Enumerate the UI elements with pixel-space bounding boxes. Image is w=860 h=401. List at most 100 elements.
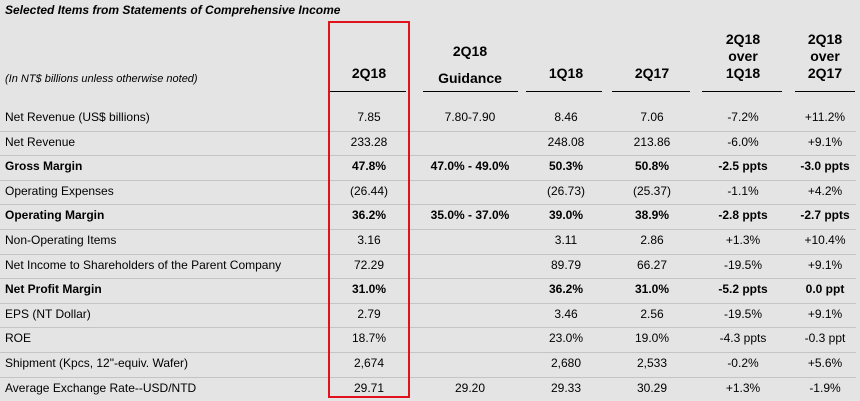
column-underline-4: [612, 91, 690, 92]
table-cell: +9.1%: [807, 134, 843, 149]
table-cell: -1.1%: [727, 183, 759, 198]
table-cell: -6.0%: [727, 134, 759, 149]
table-cell: -5.2 ppts: [718, 282, 768, 297]
table-cell: -2.5 ppts: [718, 159, 768, 174]
table-cell: 29.71: [353, 380, 385, 395]
table-row: Non-Operating Items 3.16 3.11 2.86 +1.3% +10.…: [0, 228, 860, 252]
table-cell: 18.7%: [351, 331, 387, 346]
table-row: Shipment (Kpcs, 12"-equiv. Wafer) 2,674 2,…: [0, 351, 860, 375]
table-cell: -7.2%: [727, 110, 759, 124]
table-cell: 213.86: [633, 134, 671, 149]
table-cell: 36.2%: [351, 208, 387, 223]
table-cell: 7.85: [357, 110, 381, 124]
table-cell: 47.8%: [351, 159, 387, 174]
table-cell: 30.29: [636, 380, 668, 395]
table-cell: -19.5%: [723, 257, 763, 272]
column-header-line: 2Q18: [725, 31, 761, 47]
column-header-4: 2Q17: [592, 65, 712, 82]
row-divider: [0, 130, 856, 132]
column-header-6: 2Q18 over 2Q17: [765, 31, 860, 82]
table-cell: -0.2%: [727, 356, 759, 370]
table-cell: 38.9%: [634, 208, 670, 223]
report-title: Selected Items from Statements of Compre…: [5, 3, 341, 17]
table-cell: 8.46: [554, 110, 578, 124]
table-cell: 31.0%: [634, 282, 670, 297]
table-row: ROE 18.7% 23.0% 19.0% -4.3 ppts -0.3 ppt: [0, 326, 860, 350]
table-row: Net Profit Margin 31.0% 36.2% 31.0% -5.2 ppt…: [0, 277, 860, 301]
table-cell: 39.0%: [548, 208, 584, 223]
row-label: Net Revenue (US$ billions): [5, 110, 150, 124]
row-label: Net Profit Margin: [5, 282, 102, 297]
table-cell: +10.4%: [804, 233, 846, 247]
column-header-line: 2Q18: [807, 31, 843, 47]
row-label: EPS (NT Dollar): [5, 306, 91, 321]
row-label: Net Revenue: [5, 134, 76, 149]
table-cell: +5.6%: [807, 356, 843, 370]
table-row: Average Exchange Rate--USD/NTD 29.71 29.20…: [0, 376, 860, 400]
table-cell: -0.3 ppt: [804, 331, 846, 346]
column-header-line: 2Q17: [807, 65, 843, 81]
table-cell: 2.86: [640, 233, 664, 247]
row-divider: [0, 302, 856, 304]
row-divider: [0, 179, 856, 181]
table-cell: 50.3%: [548, 159, 584, 174]
table-cell: 7.06: [640, 110, 664, 124]
table-cell: 29.33: [550, 380, 582, 395]
table-cell: 2.56: [640, 306, 664, 321]
table-cell: (26.44): [349, 183, 389, 198]
units-note: (In NT$ billions unless otherwise noted): [5, 73, 198, 85]
row-divider: [0, 278, 856, 280]
table-row: Net Revenue (US$ billions) 7.85 7.80-7.90 8…: [0, 105, 860, 129]
row-divider: [0, 253, 856, 255]
table-row: Net Income to Shareholders of the Parent…: [0, 253, 860, 277]
row-divider: [0, 204, 856, 206]
table-cell: 2.79: [357, 306, 381, 321]
table-cell: -3.0 ppts: [800, 159, 850, 174]
table-cell: (26.73): [546, 183, 586, 198]
column-header-line: over: [810, 48, 840, 64]
row-label: Net Income to Shareholders of the Parent…: [5, 257, 282, 272]
table-cell: +4.2%: [807, 183, 843, 198]
column-header-2: 2Q18 Guidance: [410, 38, 530, 92]
table-cell: 2,533: [636, 356, 668, 370]
table-cell: 47.0% - 49.0%: [430, 159, 510, 174]
table-cell: (25.37): [632, 183, 672, 198]
column-header-line: 2Q18: [351, 65, 387, 81]
column-header-line: 2Q17: [634, 65, 670, 81]
table-cell: +9.1%: [807, 306, 843, 321]
column-header-line: over: [728, 48, 758, 64]
table-cell: +1.3%: [725, 380, 761, 395]
table-cell: 248.08: [547, 134, 585, 149]
table-cell: -2.8 ppts: [718, 208, 768, 223]
table-row: Operating Expenses (26.44) (26.73) (25.37) -…: [0, 179, 860, 203]
table-row: Net Revenue 233.28 248.08 213.86 -6.0% +9.1%: [0, 130, 860, 154]
table-cell: 23.0%: [548, 331, 584, 346]
column-header-1: 2Q18: [309, 65, 429, 82]
table-cell: 2,680: [550, 356, 582, 370]
table-cell: -1.9%: [809, 380, 841, 395]
table-cell: -4.3 ppts: [719, 331, 767, 346]
column-underline-5: [702, 91, 782, 92]
column-header-line: 1Q18: [725, 65, 761, 81]
table-cell: -2.7 ppts: [800, 208, 850, 223]
table-cell: 72.29: [353, 257, 385, 272]
row-divider: [0, 352, 856, 353]
table-cell: 3.46: [554, 306, 578, 321]
table-cell: 36.2%: [548, 282, 584, 297]
table-cell: 2,674: [353, 356, 385, 370]
column-underline-3: [526, 91, 602, 92]
table-cell: 50.8%: [634, 159, 670, 174]
row-label: Operating Margin: [5, 208, 105, 223]
column-header-3: 1Q18: [506, 65, 626, 82]
table-cell: 3.11: [554, 233, 578, 247]
table-cell: 3.16: [357, 233, 381, 247]
column-header-line: 1Q18: [548, 65, 584, 81]
table-cell: 35.0% - 37.0%: [430, 208, 510, 223]
table-cell: 29.20: [454, 380, 486, 395]
row-divider: [0, 327, 856, 329]
table-cell: +9.1%: [807, 257, 843, 272]
row-divider: [0, 229, 856, 230]
row-label: Shipment (Kpcs, 12"-equiv. Wafer): [5, 356, 188, 370]
column-underline-6: [795, 91, 855, 92]
table-cell: 31.0%: [351, 282, 387, 297]
